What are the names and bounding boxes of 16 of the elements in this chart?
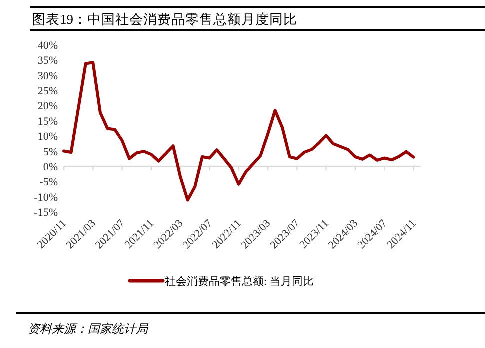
y-tick-label: 10% xyxy=(38,131,58,144)
y-tick-label: 35% xyxy=(38,55,58,68)
y-tick-label: 0% xyxy=(43,161,58,174)
chart-title: 图表19：中国社会消费品零售总额月度同比 xyxy=(32,12,298,27)
y-tick-label: 5% xyxy=(43,146,58,158)
line-series xyxy=(62,61,416,202)
y-tick-label: -15% xyxy=(34,207,58,219)
y-tick-label: -10% xyxy=(34,192,58,204)
y-tick-label: -5% xyxy=(40,176,58,189)
y-tick-label: 30% xyxy=(38,70,58,82)
legend-label: 社会消费品零售总额: 当月同比 xyxy=(165,275,314,288)
y-tick-label: 20% xyxy=(38,100,58,113)
text: 资料来源：国家统计局 xyxy=(28,322,149,336)
y-tick-label: 40% xyxy=(38,40,58,52)
y-tick-label: 15% xyxy=(38,116,58,128)
y-tick-label: 25% xyxy=(38,86,58,98)
